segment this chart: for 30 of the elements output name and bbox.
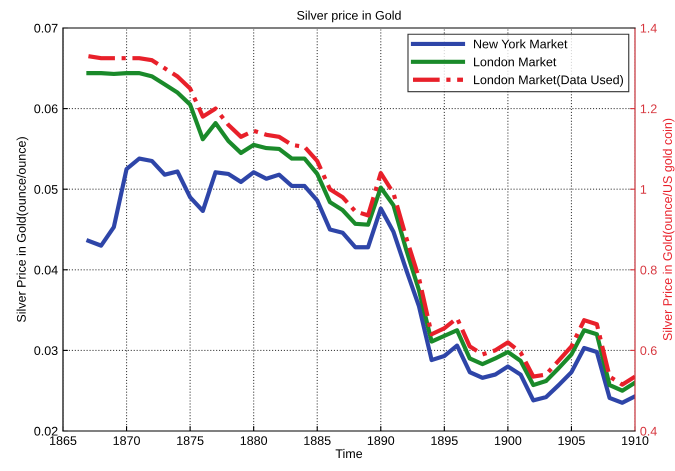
x-tick-label: 1880 — [240, 436, 268, 446]
legend-label: New York Market — [474, 39, 568, 48]
line-series — [86, 156, 635, 405]
y2-tick-label: 0.6 — [640, 346, 657, 356]
y-tick-label: 0.02 — [34, 426, 58, 436]
legend-label: London Market(Data Used) — [474, 75, 623, 87]
y-tick-label: 0.03 — [34, 346, 58, 356]
x-tick-label: 1885 — [304, 436, 331, 446]
x-tick-label: 1895 — [431, 436, 458, 446]
x-tick-label: 1890 — [368, 436, 394, 446]
y-tick-label: 0.07 — [34, 24, 58, 33]
x-axis-title: Time — [336, 448, 362, 458]
chart-title: Silver price in Gold — [297, 10, 401, 22]
x-tick-label: 1870 — [114, 436, 140, 446]
x-tick-label: 1905 — [558, 436, 585, 446]
x-tick-label: 1910 — [622, 436, 648, 446]
y-tick-label: 0.06 — [34, 104, 58, 114]
x-tick-label: 1875 — [177, 436, 204, 446]
y2-tick-label: 1.4 — [640, 24, 657, 33]
y-axis-title: Silver Price in Gold(ounce/ounce) — [16, 137, 28, 322]
x-tick-label: 1900 — [494, 436, 522, 446]
x-tick-label: 1865 — [50, 436, 76, 446]
y2-tick-label: 1 — [640, 185, 646, 194]
y-tick-label: 0.05 — [34, 185, 58, 194]
y2-tick-label: 1.2 — [640, 104, 657, 114]
y2-axis-title: Silver Price in Gold(ounce/US gold coin) — [662, 118, 674, 340]
y-tick-label: 0.04 — [34, 266, 58, 274]
legend-label: London Market — [474, 57, 556, 66]
y2-tick-label: 0.8 — [640, 266, 657, 274]
y2-tick-label: 0.4 — [640, 426, 657, 436]
